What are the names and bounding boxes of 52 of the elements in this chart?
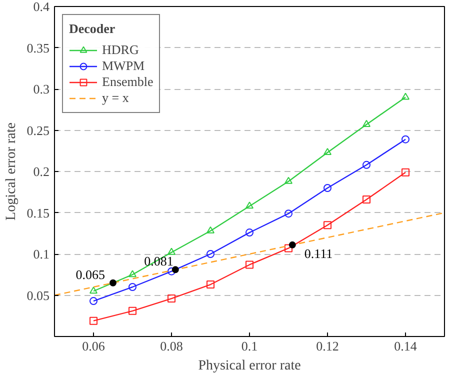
point <box>324 221 332 230</box>
data-label: 0.111 <box>304 246 333 261</box>
point <box>168 294 176 303</box>
point <box>246 260 254 269</box>
point <box>206 280 214 289</box>
point <box>284 176 292 184</box>
point <box>402 92 410 100</box>
y-tick-label: 0.05 <box>26 288 50 303</box>
y-tick-label: 0.15 <box>26 205 50 220</box>
point <box>110 279 116 286</box>
point <box>128 270 136 278</box>
point <box>324 184 332 192</box>
point <box>90 286 98 294</box>
x-tick-label: 0.1 <box>241 338 258 354</box>
point <box>362 120 370 127</box>
y-tick-label: 0.3 <box>33 82 50 96</box>
point <box>128 306 136 315</box>
point <box>90 316 98 325</box>
x-tick-label: 0.14 <box>394 338 418 354</box>
legend-label: y = x <box>102 90 129 106</box>
y-tick-label: 0.1 <box>33 246 50 262</box>
legend-title: Decoder <box>69 21 116 37</box>
point <box>246 202 254 209</box>
point <box>284 210 292 218</box>
y-axis-title: Logical error rate <box>4 122 19 220</box>
x-tick-label: 0.06 <box>82 338 106 354</box>
x-axis-title: Physical error rate <box>198 358 301 374</box>
point <box>362 196 370 204</box>
x-tick-label: 0.08 <box>160 338 183 354</box>
point <box>324 148 332 156</box>
point <box>206 226 214 234</box>
y-tick-label: 0.4 <box>33 0 50 14</box>
point <box>362 160 370 169</box>
point <box>172 266 179 274</box>
legend-label: MWPM <box>102 58 145 74</box>
y-tick-label: 0.25 <box>26 122 50 138</box>
point <box>284 244 292 252</box>
point <box>168 248 176 255</box>
legend-label: HDRG <box>102 42 139 58</box>
point <box>128 283 136 291</box>
point <box>168 267 176 276</box>
data-label: 0.065 <box>76 266 105 282</box>
y-tick-label: 0.2 <box>33 164 50 179</box>
point <box>206 250 214 258</box>
point <box>246 228 254 237</box>
legend-label: Ensemble <box>102 74 154 90</box>
point <box>288 241 296 248</box>
x-tick-label: 0.12 <box>316 338 339 354</box>
point <box>402 168 410 176</box>
point <box>90 297 98 306</box>
point <box>402 135 410 144</box>
y-tick-label: 0.35 <box>26 40 50 56</box>
